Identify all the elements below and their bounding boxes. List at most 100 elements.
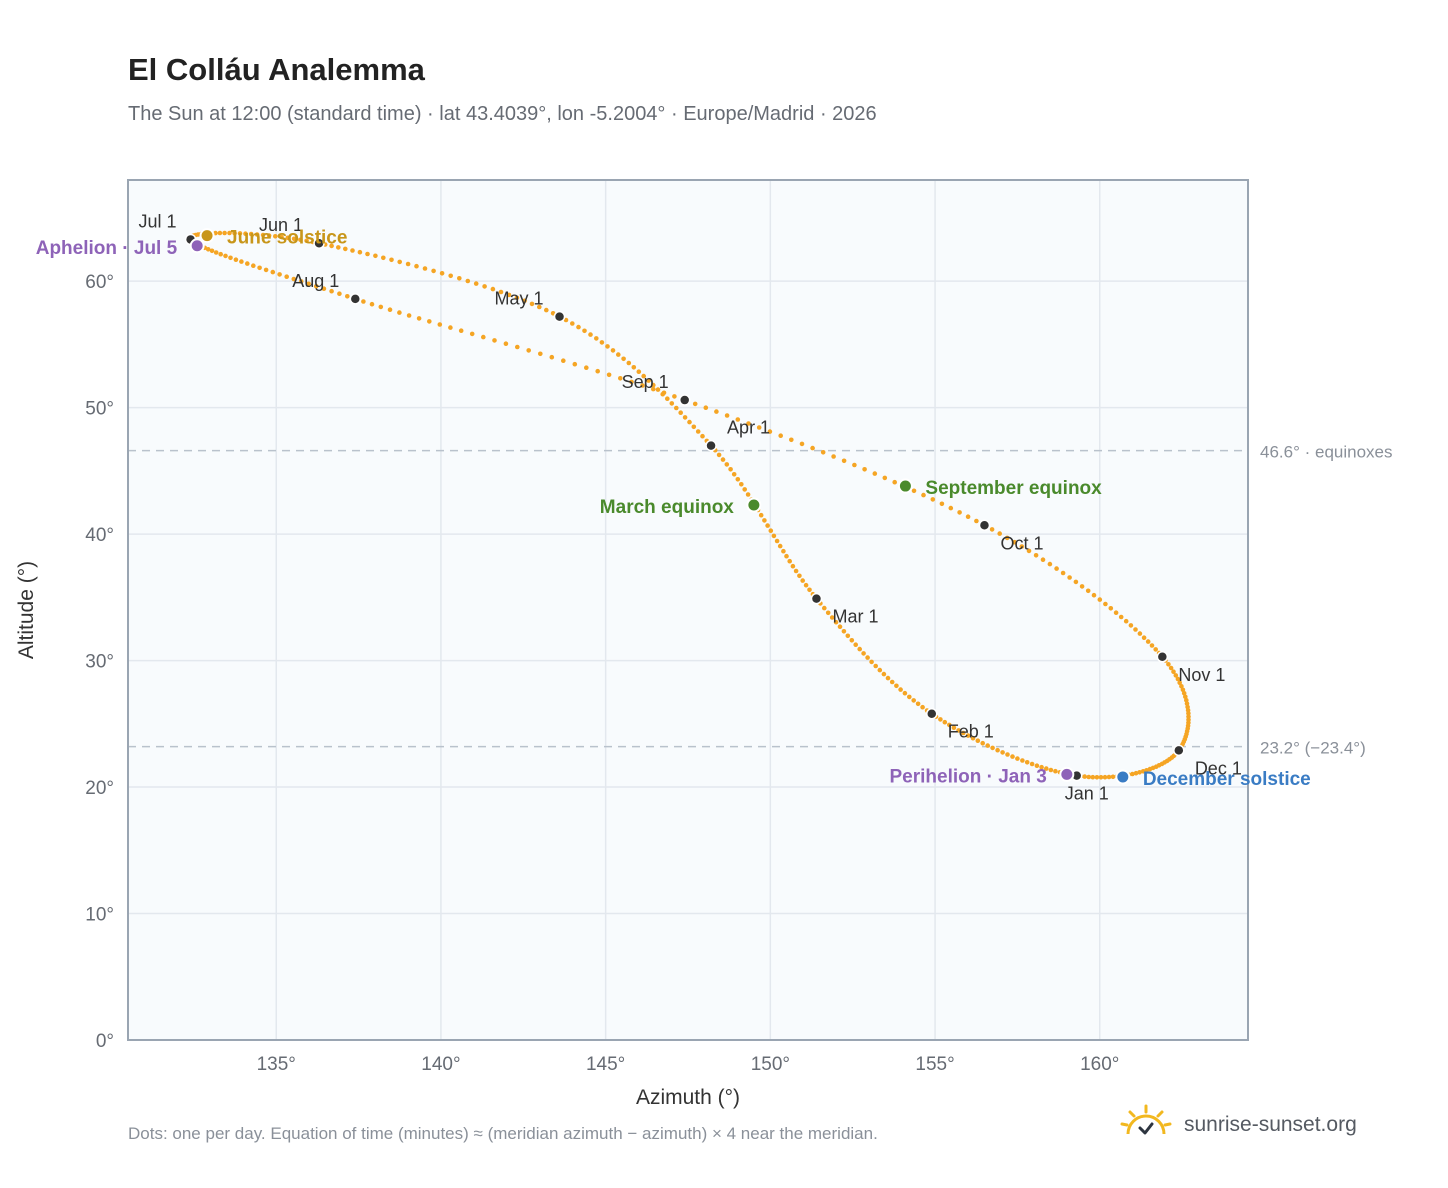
x-tick-label: 140° — [421, 1054, 460, 1075]
daily-dot — [1067, 575, 1072, 580]
x-tick-label: 160° — [1080, 1054, 1119, 1075]
daily-dot — [789, 437, 794, 443]
month-label: Jul 1 — [139, 211, 177, 231]
y-tick-label: 50° — [85, 399, 114, 420]
daily-dot — [767, 429, 773, 434]
daily-dot — [997, 531, 1002, 536]
daily-dot — [522, 298, 527, 304]
daily-dot — [892, 479, 897, 485]
daily-dot — [529, 301, 535, 307]
daily-dot — [618, 376, 623, 381]
chart-subtitle: The Sun at 12:00 (standard time) · lat 4… — [128, 103, 877, 125]
daily-dot — [985, 743, 990, 748]
daily-dot — [803, 582, 809, 588]
daily-dot — [616, 352, 621, 357]
daily-dot — [822, 605, 827, 611]
x-tick-label: 135° — [257, 1054, 296, 1075]
daily-dot — [1175, 676, 1181, 682]
daily-dot — [1004, 535, 1010, 541]
daily-dot — [849, 638, 855, 643]
footnote: Dots: one per day. Equation of time (min… — [128, 1124, 878, 1143]
daily-dot — [397, 310, 402, 315]
daily-dot — [1040, 557, 1046, 562]
daily-dot — [942, 719, 948, 725]
y-tick-label: 0° — [96, 1031, 114, 1052]
daily-dot — [606, 372, 612, 378]
daily-dot — [714, 409, 719, 414]
special-point-marker — [199, 228, 215, 244]
daily-dot — [852, 462, 857, 468]
daily-dot — [631, 365, 637, 370]
daily-dot — [610, 348, 616, 353]
daily-dot — [807, 587, 812, 593]
daily-dot — [948, 505, 954, 511]
daily-dot — [787, 558, 792, 564]
daily-dot — [599, 340, 605, 345]
daily-dot — [655, 387, 661, 392]
plot-frame — [127, 179, 1249, 1041]
daily-dot — [570, 321, 575, 326]
daily-dot — [1005, 752, 1010, 757]
daily-dot — [739, 482, 744, 487]
month-marker — [978, 519, 991, 532]
y-tick-label: 40° — [85, 525, 114, 546]
daily-dot — [1145, 639, 1151, 644]
daily-dot — [902, 690, 908, 696]
month-label: Oct 1 — [1000, 533, 1043, 553]
daily-dot — [965, 514, 971, 519]
daily-dot — [961, 730, 966, 736]
daily-dot — [448, 325, 453, 330]
daily-dot — [1094, 775, 1100, 780]
daily-dot — [724, 462, 730, 467]
daily-dot — [641, 373, 646, 379]
daily-dot — [345, 294, 350, 299]
daily-dot — [482, 284, 487, 289]
daily-dot — [304, 238, 309, 244]
daily-dot — [1179, 684, 1184, 689]
daily-dot — [490, 286, 496, 292]
daily-dot — [595, 368, 600, 374]
month-marker — [678, 394, 691, 406]
daily-dot — [1079, 584, 1085, 589]
month-label: Dec 1 — [1195, 758, 1242, 778]
month-label: Aug 1 — [292, 271, 339, 291]
daily-dot — [735, 477, 741, 482]
daily-dot — [881, 671, 887, 677]
daily-dot — [1098, 775, 1104, 780]
special-point-label: March equinox — [600, 497, 735, 518]
daily-dot — [538, 351, 543, 357]
daily-dot — [695, 429, 701, 434]
reference-line-label: 23.2° (−23.4°) — [1260, 739, 1366, 758]
special-point-marker — [189, 238, 205, 254]
daily-dot — [833, 619, 839, 625]
daily-dot — [1118, 614, 1124, 620]
daily-dot — [1141, 635, 1147, 640]
brand-logo[interactable]: sunrise-sunset.org — [1120, 1104, 1357, 1145]
daily-dot — [357, 249, 363, 255]
daily-dot — [537, 304, 542, 310]
daily-dot — [882, 475, 888, 481]
daily-dot — [1082, 774, 1087, 779]
daily-dot — [728, 467, 733, 472]
daily-dot — [389, 257, 394, 263]
daily-dot — [831, 454, 836, 459]
daily-dot — [1073, 579, 1079, 585]
daily-dot — [1110, 774, 1116, 780]
daily-dot — [1149, 643, 1155, 648]
special-point-marker — [1059, 766, 1075, 782]
daily-dot — [857, 646, 862, 652]
daily-dot — [1173, 673, 1179, 678]
daily-dot — [1177, 680, 1182, 685]
daily-dot — [762, 518, 767, 523]
daily-dot — [636, 369, 642, 375]
special-point-label: September equinox — [925, 478, 1102, 499]
daily-dot — [291, 276, 297, 282]
daily-dot — [820, 450, 826, 455]
daily-dot — [841, 458, 847, 464]
daily-dot — [218, 251, 223, 257]
daily-dot — [980, 740, 985, 746]
daily-dot — [965, 733, 971, 738]
month-label: Mar 1 — [832, 607, 878, 627]
daily-dot — [793, 568, 799, 574]
daily-dot — [621, 356, 626, 362]
